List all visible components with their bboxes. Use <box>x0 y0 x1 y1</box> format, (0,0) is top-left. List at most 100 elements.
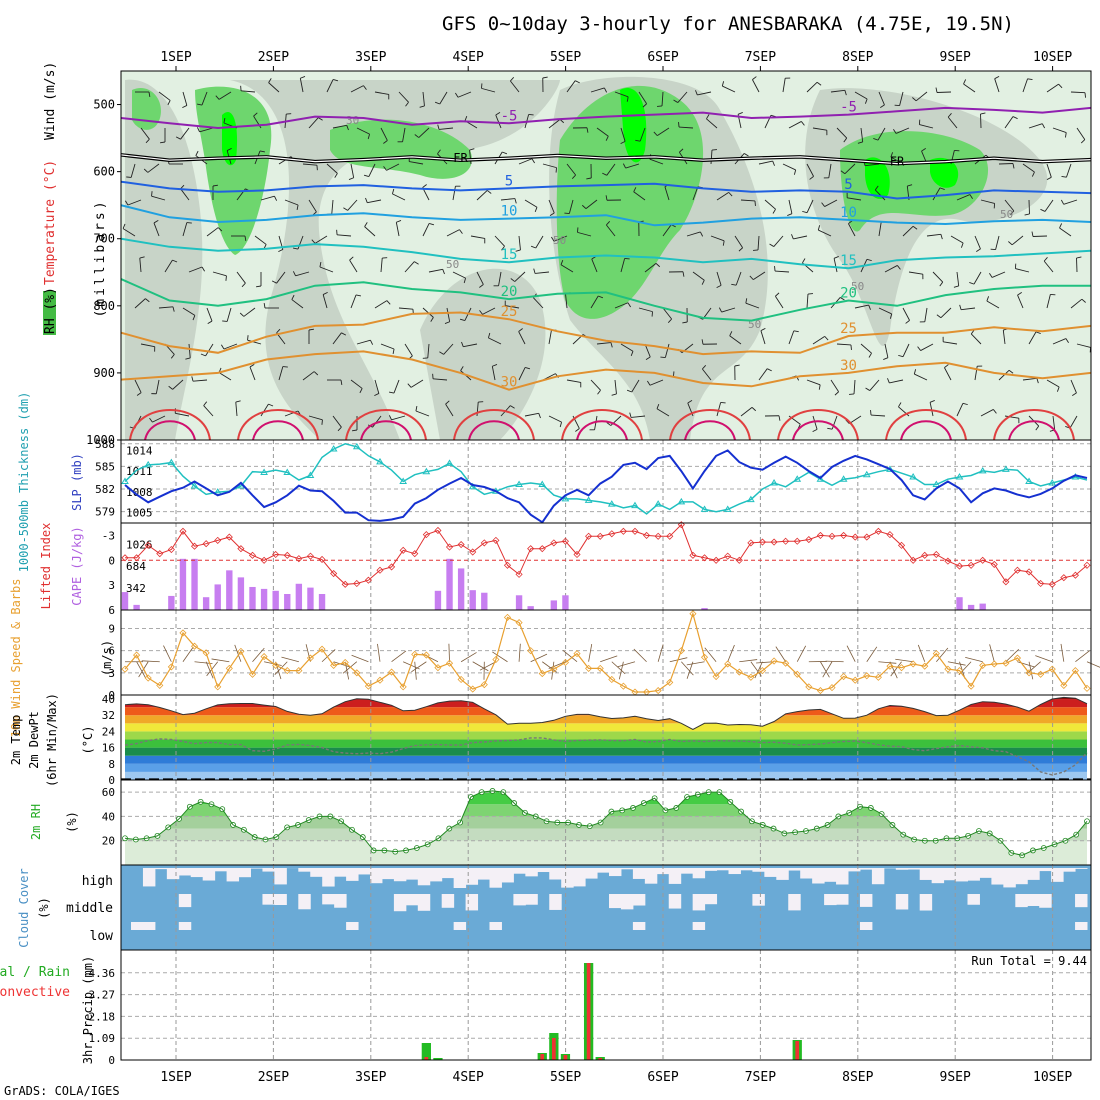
wind-barb <box>606 224 616 237</box>
wind-barb-flag <box>1056 386 1060 392</box>
wind-barb <box>1026 661 1041 674</box>
wind-barb <box>510 80 520 93</box>
cape-bar <box>527 606 534 610</box>
isotherm-10 <box>121 204 1091 227</box>
cloud-clear-segment <box>680 868 694 874</box>
wind-speed-line <box>124 611 1088 693</box>
cloud-clear-segment <box>656 868 670 875</box>
wind-barb <box>812 127 827 131</box>
wind-barb <box>760 330 766 345</box>
wind-barb-flag <box>1017 292 1022 296</box>
wind-barb <box>452 186 456 201</box>
wind-barb <box>122 228 136 237</box>
cloud-clear-segment <box>704 894 718 905</box>
wind-barb-flag <box>182 105 188 109</box>
temp-tick-label: 24 <box>102 725 116 738</box>
wind-barb <box>644 263 657 273</box>
wind-barb <box>422 223 430 237</box>
wind-barb-flag <box>296 204 299 211</box>
wind-barb-flag <box>844 90 847 96</box>
cloud-level-label: high <box>82 874 113 889</box>
wind-barb-flag <box>870 410 872 416</box>
lifted-index-point <box>689 551 697 559</box>
cloud-clear-segment <box>632 868 646 879</box>
wind-speed-point <box>144 674 152 682</box>
wind-barb-flag <box>586 127 589 133</box>
lifted-index-line <box>125 523 1088 585</box>
wind-barb-flag <box>647 380 651 386</box>
cloud-clear-segment <box>1027 868 1040 880</box>
cloud-clear-segment <box>405 894 419 906</box>
rh-region <box>556 85 704 319</box>
wind-barb-flag <box>843 137 848 143</box>
wind-barb-flag <box>560 259 564 265</box>
cloud-clear-segment <box>190 868 204 878</box>
wind-barb <box>591 258 598 273</box>
wind-barb-flag <box>151 191 153 197</box>
wind-barb <box>716 191 729 201</box>
wind-barb <box>1052 415 1056 430</box>
wind-barb-flag <box>839 297 845 301</box>
y-tick-label: 700 <box>93 232 115 246</box>
temp-band <box>125 723 1087 732</box>
wind-barb <box>1022 377 1037 381</box>
wind-barb <box>944 367 952 381</box>
wind-barb-flag <box>370 339 374 345</box>
wind-barb <box>782 78 786 93</box>
wind-barb-flag <box>1012 116 1018 120</box>
cloud-clear-segment <box>322 894 335 905</box>
isotherm-25 <box>121 311 1091 356</box>
cape-bar <box>202 597 210 610</box>
cloud-clear-segment <box>513 868 526 874</box>
wind-barb-flag <box>1031 231 1034 237</box>
thickness-tick-label: 585 <box>95 460 115 473</box>
wind-barb <box>153 222 160 237</box>
wind-barb-flag <box>367 134 371 140</box>
wind-barb-flag <box>533 268 536 274</box>
wind-barb-flag <box>414 134 420 138</box>
wind-barb <box>929 402 934 417</box>
cape-bar <box>515 595 523 610</box>
wind-speed-point <box>874 673 882 681</box>
rh2m-band <box>125 840 1087 865</box>
wind-barb-flag <box>159 141 166 144</box>
wind-barb <box>322 294 328 309</box>
wind-barb-flag <box>752 76 757 80</box>
isotherm-35 <box>669 409 751 440</box>
wind-barb-flag <box>635 139 641 142</box>
wind-barb <box>740 199 755 202</box>
cloud-clear-segment <box>620 894 634 910</box>
cloud-clear-segment <box>489 868 502 888</box>
cloud-clear-segment <box>967 868 980 881</box>
freezing-label: FR <box>890 155 905 169</box>
wind-barb-flag <box>479 284 484 288</box>
wind-barb-flag <box>989 273 993 278</box>
wind-barb-flag <box>1041 123 1046 129</box>
wind-barb-flag <box>917 346 921 351</box>
cloud-clear-segment <box>740 868 753 871</box>
precip-tick-label: 3.27 <box>89 989 116 1002</box>
wind-barb <box>332 415 342 428</box>
wind-barb <box>392 193 406 201</box>
wind-barb <box>380 258 383 273</box>
lifted-index-point <box>167 545 175 554</box>
wind-barb <box>727 644 735 662</box>
wind-barb <box>782 163 796 171</box>
wind-barb-flag <box>1031 171 1035 177</box>
wind-barb-flag <box>459 229 463 234</box>
wind-barb-flag <box>743 153 749 157</box>
wind-barb-flag <box>775 292 780 297</box>
cloud-clear-segment <box>549 868 562 880</box>
wind-speed-point <box>1048 665 1056 673</box>
wind-speed-point <box>944 665 952 673</box>
cloud-clear-segment <box>393 868 407 882</box>
lifted-index-point <box>1013 566 1022 574</box>
wind-barb <box>686 661 694 679</box>
wind-barb <box>182 91 188 106</box>
isotherm-label: 25 <box>501 304 518 320</box>
cape-bar <box>179 558 187 610</box>
wind-barb-flag <box>1076 256 1082 259</box>
panel-bg <box>121 440 1091 523</box>
wind-barb <box>331 199 334 214</box>
wind-barb <box>332 124 347 129</box>
